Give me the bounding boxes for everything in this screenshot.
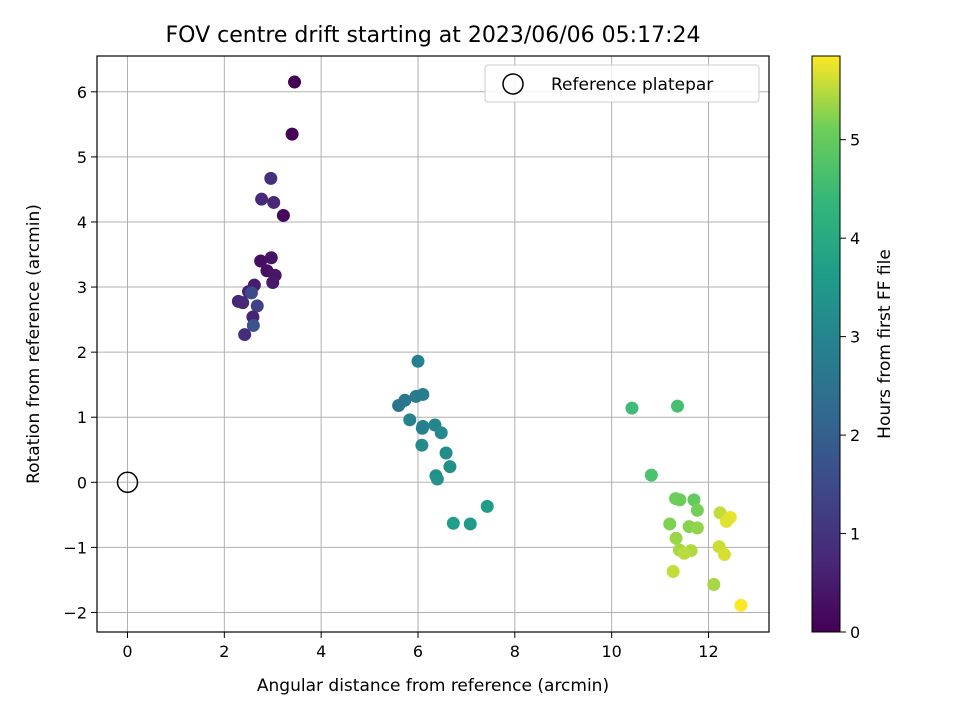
data-point xyxy=(288,75,302,89)
data-point xyxy=(255,192,269,206)
x-tick-label: 6 xyxy=(413,642,423,661)
data-point xyxy=(409,389,423,403)
data-point xyxy=(717,548,731,562)
y-tick-label: 4 xyxy=(77,213,87,232)
x-tick-label: 8 xyxy=(510,642,520,661)
data-point xyxy=(707,577,721,591)
data-point xyxy=(669,531,683,545)
colorbar: 0 1 2 3 4 5 Hours from first FF file xyxy=(811,55,895,642)
data-point xyxy=(244,286,258,300)
data-point xyxy=(670,399,684,413)
x-tick-label: 12 xyxy=(698,642,718,661)
data-point xyxy=(415,438,429,452)
data-point xyxy=(690,521,704,535)
data-point xyxy=(663,517,677,531)
data-point xyxy=(677,546,691,560)
y-tick-label: 2 xyxy=(77,343,87,362)
chart-title: FOV centre drift starting at 2023/06/06 … xyxy=(166,23,701,48)
colorbar-tick-label: 1 xyxy=(850,525,860,544)
x-tick-label: 4 xyxy=(316,642,326,661)
colorbar-tick-label: 0 xyxy=(850,623,860,642)
data-point xyxy=(254,254,268,268)
colorbar-tick-label: 2 xyxy=(850,426,860,445)
y-tick-label: −2 xyxy=(63,603,87,622)
plot-frame xyxy=(96,55,770,633)
x-axis-ticks: 0 2 4 6 8 10 12 xyxy=(122,632,719,661)
data-point xyxy=(644,468,658,482)
data-point xyxy=(673,493,687,507)
colorbar-ticks: 0 1 2 3 4 5 xyxy=(840,131,860,642)
data-point xyxy=(250,299,264,313)
x-tick-label: 2 xyxy=(219,642,229,661)
y-axis-ticks: −2 −1 0 1 2 3 4 5 6 xyxy=(63,83,97,622)
x-tick-label: 0 xyxy=(122,642,132,661)
data-point xyxy=(276,208,290,222)
x-tick-label: 10 xyxy=(601,642,621,661)
data-point xyxy=(666,564,680,578)
data-point xyxy=(443,460,457,474)
legend-box xyxy=(484,64,760,103)
data-point xyxy=(719,514,733,528)
data-point xyxy=(687,493,701,507)
y-tick-label: 3 xyxy=(77,278,87,297)
y-tick-label: 5 xyxy=(77,148,87,167)
data-point xyxy=(480,499,494,513)
data-point xyxy=(434,426,448,440)
data-point xyxy=(439,446,453,460)
data-point xyxy=(266,275,280,289)
legend-reference-marker xyxy=(502,73,524,95)
data-point xyxy=(267,195,281,209)
data-point xyxy=(246,318,260,332)
data-point xyxy=(734,598,748,612)
data-points xyxy=(231,75,748,612)
y-axis-label: Rotation from reference (arcmin) xyxy=(24,204,44,484)
colorbar-gradient xyxy=(811,55,841,633)
x-axis-label: Angular distance from reference (arcmin) xyxy=(257,676,609,696)
data-point xyxy=(403,413,417,427)
colorbar-tick-label: 3 xyxy=(850,328,860,347)
data-point xyxy=(415,421,429,435)
data-point xyxy=(625,401,639,415)
reference-platepar-marker xyxy=(116,471,139,494)
data-point xyxy=(446,516,460,530)
y-tick-label: 6 xyxy=(77,83,87,102)
colorbar-tick-label: 4 xyxy=(850,229,860,248)
data-point xyxy=(463,517,477,531)
data-point xyxy=(264,171,278,185)
data-point xyxy=(411,354,425,368)
legend: Reference platepar xyxy=(484,64,760,103)
data-point xyxy=(430,472,444,486)
data-point xyxy=(392,399,406,413)
y-tick-label: 0 xyxy=(77,473,87,492)
data-point xyxy=(690,503,704,517)
colorbar-label: Hours from first FF file xyxy=(875,249,895,439)
y-tick-label: 1 xyxy=(77,408,87,427)
grid-lines xyxy=(97,56,769,632)
legend-entry-reference: Reference platepar xyxy=(551,75,713,95)
y-tick-label: −1 xyxy=(63,538,87,557)
data-point xyxy=(238,328,252,342)
data-point xyxy=(236,296,250,310)
colorbar-tick-label: 5 xyxy=(850,131,860,150)
data-point xyxy=(264,251,278,265)
data-point xyxy=(285,127,299,141)
